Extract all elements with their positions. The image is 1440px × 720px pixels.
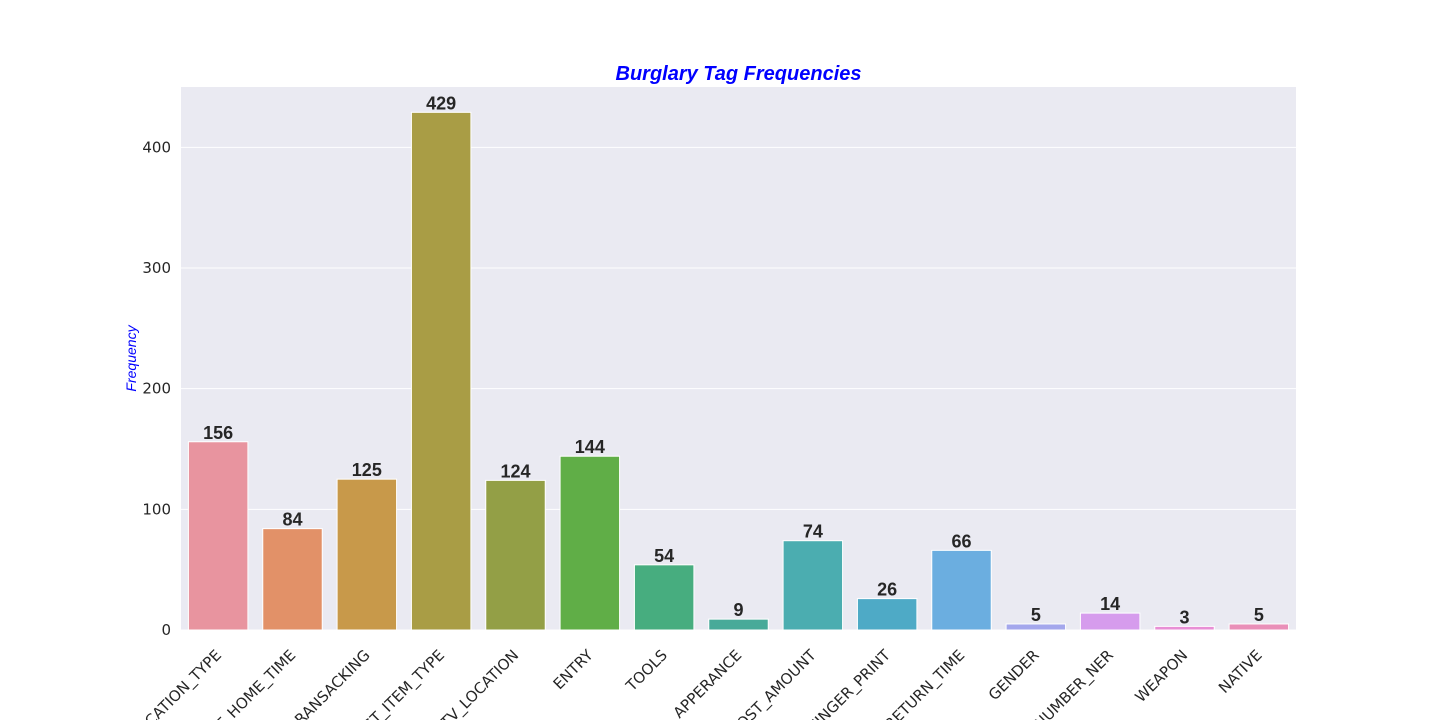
bar-value-label: 429 <box>426 93 456 113</box>
x-tick-label: RETURN_TIME <box>881 646 969 720</box>
bar-value-label: 3 <box>1179 607 1189 627</box>
bar <box>1079 612 1141 631</box>
bar-value-label: 84 <box>282 510 302 530</box>
bar-value-label: 54 <box>654 546 674 566</box>
bar <box>262 528 323 631</box>
bar <box>187 441 249 631</box>
bar <box>1154 625 1215 631</box>
bar-value-label: 9 <box>733 600 743 620</box>
x-tick-label: WEAPON <box>1131 646 1191 706</box>
y-tick-label: 100 <box>142 500 171 518</box>
x-tick-label: APPERANCE <box>670 646 746 720</box>
y-tick-label: 400 <box>142 138 171 156</box>
bar-value-label: 144 <box>575 437 605 457</box>
x-tick-label: FINGER_PRINT <box>805 646 895 720</box>
y-tick-label: 200 <box>142 380 171 398</box>
bar-value-label: 14 <box>1100 594 1120 614</box>
bar <box>708 618 769 631</box>
bar-value-label: 124 <box>500 461 530 481</box>
y-axis-label: Frequency <box>123 324 139 391</box>
bar <box>856 598 918 631</box>
x-tick-label: GENDER <box>985 646 1043 704</box>
x-tick-label: NATIVE <box>1215 646 1266 697</box>
bar-value-label: 125 <box>352 460 382 480</box>
bars-group <box>187 111 1290 631</box>
x-tick-label: TV_LOCATION <box>436 646 523 720</box>
bar <box>1228 623 1290 631</box>
bar-value-label: 66 <box>951 531 971 551</box>
bar-value-label: 156 <box>203 423 233 443</box>
chart-title: Burglary Tag Frequencies <box>616 63 862 85</box>
x-tick-label: LOCATION_TYPE <box>127 646 225 720</box>
x-tick-label: NUMBER_NER <box>1031 646 1118 720</box>
bar-value-label: 5 <box>1031 605 1041 625</box>
bar <box>410 111 472 631</box>
bar <box>336 478 398 631</box>
bar <box>1005 623 1067 631</box>
bar <box>782 540 844 631</box>
bar-value-label: 26 <box>877 580 897 600</box>
value-labels-group: 156 84 125 429 124 144 54 9 74 26 66 5 14 3 5 <box>203 93 1264 627</box>
y-tick-label: 300 <box>142 259 171 277</box>
x-axis-ticks: LOCATION_TYPENOT_HOME_TIMERANSACKINGLOST… <box>127 646 1265 720</box>
bar <box>633 564 695 631</box>
y-axis-ticks: 0 100 200 300 400 <box>142 138 171 639</box>
x-tick-label: ENTRY <box>550 646 598 694</box>
bar <box>931 549 992 631</box>
bar-value-label: 5 <box>1254 605 1264 625</box>
bar-value-label: 74 <box>803 522 823 542</box>
x-tick-label: RANSACKING <box>291 646 373 720</box>
x-tick-label: TOOLS <box>622 646 671 695</box>
bar <box>485 479 546 631</box>
y-tick-label: 0 <box>161 621 171 639</box>
bar <box>559 455 621 631</box>
